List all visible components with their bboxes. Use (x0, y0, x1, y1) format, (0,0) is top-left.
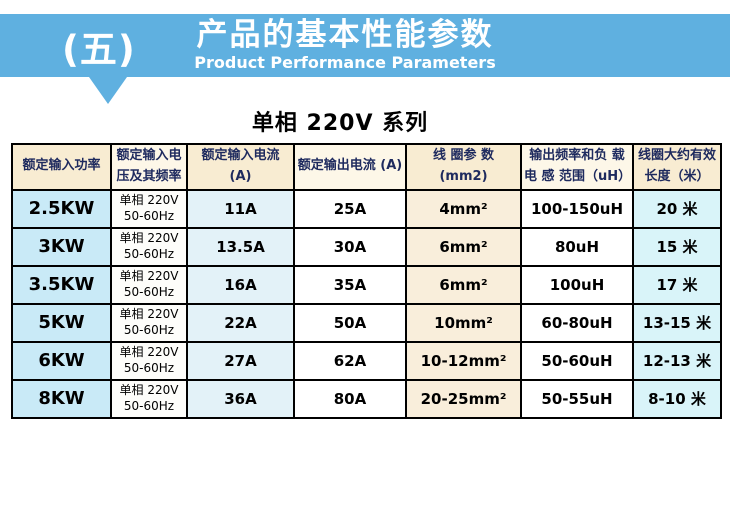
cell-coil-length: 17 米 (632, 264, 722, 305)
cell-output-current: 35A (293, 264, 407, 305)
cell-output-current: 50A (293, 302, 407, 343)
banner-titles: 产品的基本性能参数 Product Performance Parameters (0, 14, 690, 77)
cell-coil-length: 12-13 米 (632, 340, 722, 381)
spec-table-body: 2.5KW 单相 220V 50-60Hz 11A 25A 4mm² 100-150uH 2… (11, 188, 722, 419)
cell-power: 3KW (11, 226, 112, 267)
cell-output-current: 80A (293, 378, 407, 419)
cell-voltage: 单相 220V 50-60Hz (110, 226, 188, 267)
cell-output-current: 30A (293, 226, 407, 267)
cell-voltage: 单相 220V 50-60Hz (110, 340, 188, 381)
cell-input-current: 13.5A (186, 226, 295, 267)
cell-inductance: 100-150uH (520, 188, 634, 229)
cell-power: 3.5KW (11, 264, 112, 305)
cell-voltage: 单相 220V 50-60Hz (110, 378, 188, 419)
cell-inductance: 80uH (520, 226, 634, 267)
cell-coil-length: 15 米 (632, 226, 722, 267)
column-header-coil-length: 线圈大约有效长度（米） (632, 143, 722, 191)
cell-output-current: 25A (293, 188, 407, 229)
cell-coil-size: 6mm² (405, 226, 522, 267)
cell-power: 2.5KW (11, 188, 112, 229)
cell-output-current: 62A (293, 340, 407, 381)
spec-table: 额定输入功率 额定输入电压及其频率 额定输入电流 (A) 额定输出电流 (A) … (11, 143, 722, 419)
header-banner: (五) 产品的基本性能参数 Product Performance Parame… (0, 14, 730, 77)
cell-coil-size: 10-12mm² (405, 340, 522, 381)
table-header-row: 额定输入功率 额定输入电压及其频率 额定输入电流 (A) 额定输出电流 (A) … (11, 143, 722, 191)
table-row: 3KW 单相 220V 50-60Hz 13.5A 30A 6mm² 80uH 15 米 (11, 226, 722, 267)
cell-voltage: 单相 220V 50-60Hz (110, 188, 188, 229)
cell-coil-length: 13-15 米 (632, 302, 722, 343)
column-header-inductance: 输出频率和负 载电 感 范围（uH） (520, 143, 634, 191)
cell-input-current: 36A (186, 378, 295, 419)
column-header-input-current: 额定输入电流 (A) (186, 143, 295, 191)
cell-coil-size: 20-25mm² (405, 378, 522, 419)
cell-inductance: 100uH (520, 264, 634, 305)
cell-coil-size: 4mm² (405, 188, 522, 229)
table-row: 6KW 单相 220V 50-60Hz 27A 62A 10-12mm² 50-60uH 1… (11, 340, 722, 381)
column-header-coil-size: 线 圈参 数 (mm2) (405, 143, 522, 191)
cell-power: 5KW (11, 302, 112, 343)
table-row: 5KW 单相 220V 50-60Hz 22A 50A 10mm² 60-80uH 13-1… (11, 302, 722, 343)
cell-input-current: 22A (186, 302, 295, 343)
cell-coil-length: 8-10 米 (632, 378, 722, 419)
cell-input-current: 27A (186, 340, 295, 381)
banner-pointer-triangle (89, 77, 127, 104)
page-subtitle: Product Performance Parameters (194, 53, 496, 73)
cell-power: 8KW (11, 378, 112, 419)
cell-inductance: 50-55uH (520, 378, 634, 419)
cell-inductance: 50-60uH (520, 340, 634, 381)
cell-coil-size: 10mm² (405, 302, 522, 343)
cell-power: 6KW (11, 340, 112, 381)
table-row: 3.5KW 单相 220V 50-60Hz 16A 35A 6mm² 100uH 17 米 (11, 264, 722, 305)
cell-input-current: 16A (186, 264, 295, 305)
cell-inductance: 60-80uH (520, 302, 634, 343)
table-row: 2.5KW 单相 220V 50-60Hz 11A 25A 4mm² 100-150uH 2… (11, 188, 722, 229)
section-number: (五) (62, 27, 136, 71)
cell-coil-length: 20 米 (632, 188, 722, 229)
cell-input-current: 11A (186, 188, 295, 229)
cell-voltage: 单相 220V 50-60Hz (110, 264, 188, 305)
table-row: 8KW 单相 220V 50-60Hz 36A 80A 20-25mm² 50-55uH 8… (11, 378, 722, 419)
table-title: 单相 220V 系列 (251, 111, 429, 136)
page-title: 产品的基本性能参数 (196, 16, 494, 53)
cell-coil-size: 6mm² (405, 264, 522, 305)
cell-voltage: 单相 220V 50-60Hz (110, 302, 188, 343)
column-header-input-voltage: 额定输入电压及其频率 (110, 143, 188, 191)
column-header-output-current: 额定输出电流 (A) (293, 143, 407, 191)
column-header-input-power: 额定输入功率 (11, 143, 112, 191)
